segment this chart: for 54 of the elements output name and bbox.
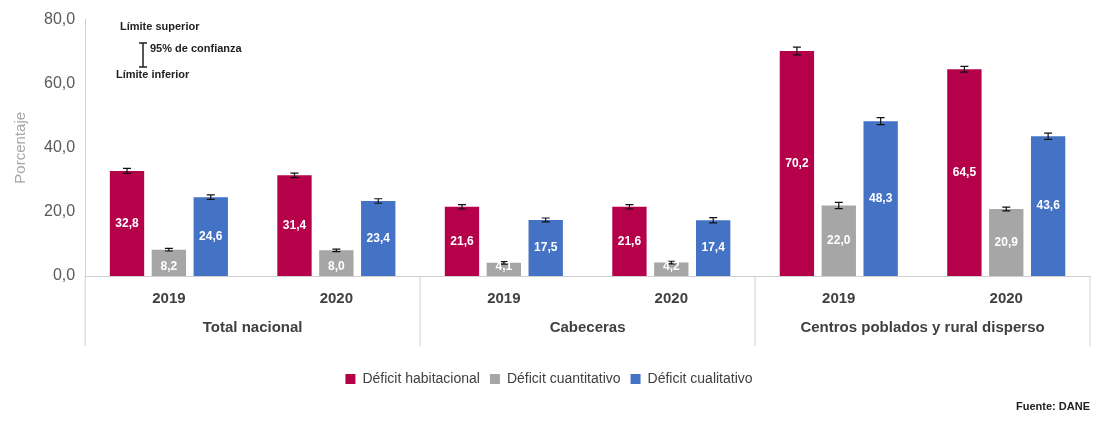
x-tick-label: 2020 [989, 289, 1023, 307]
bar [277, 175, 312, 276]
bar [821, 205, 856, 276]
data-label: 17,5 [534, 240, 558, 255]
legend-label: Déficit cuantitativo [506, 369, 621, 386]
legend-label: Déficit cualitativo [647, 369, 753, 386]
bar [947, 69, 982, 276]
data-label: 4,1 [495, 259, 513, 274]
bar [779, 51, 815, 276]
y-axis-title: Porcentaje [11, 111, 29, 184]
source-note: Fuente: DANE [1016, 400, 1090, 412]
data-label: 8,2 [160, 259, 178, 274]
annotation: Límite inferior [116, 68, 190, 80]
annotation: 95% de confianza [150, 42, 242, 54]
y-tick-label: 80,0 [44, 10, 76, 28]
text: Cabeceras [549, 318, 626, 336]
data-label: 48,3 [868, 190, 893, 205]
data-label: 17,4 [701, 240, 726, 255]
bar [361, 201, 396, 276]
data-label: 64,5 [952, 164, 977, 179]
data-label: 8,0 [328, 259, 346, 274]
data-label: 20,9 [994, 234, 1019, 249]
bar [989, 209, 1024, 276]
data-label: 70,2 [785, 155, 809, 170]
data-label: 4,2 [662, 259, 680, 274]
bar [696, 220, 731, 276]
text: Total nacional [202, 318, 303, 336]
data-label: 22,0 [827, 233, 851, 248]
data-label: 32,8 [115, 215, 140, 230]
y-tick-label: 0,0 [52, 266, 76, 284]
data-label: 23,4 [366, 230, 391, 245]
data-label: 21,6 [617, 233, 642, 248]
text: Centros poblados y rural disperso [800, 318, 1045, 336]
x-tick-label: 2020 [654, 289, 688, 307]
bar [612, 206, 647, 276]
bar [444, 206, 480, 276]
x-tick-label: 2019 [152, 289, 186, 307]
data-label: 31,4 [282, 217, 307, 232]
annotation: Límite superior [120, 20, 200, 32]
data-label: 43,6 [1036, 198, 1061, 213]
x-tick-label: 2019 [487, 289, 521, 307]
y-tick-label: 60,0 [44, 74, 76, 92]
bar [193, 197, 228, 276]
legend-label: Déficit habitacional [362, 369, 480, 386]
y-tick-label: 40,0 [44, 138, 76, 156]
data-label: 21,6 [450, 233, 474, 248]
bar [528, 219, 563, 276]
data-label: 24,6 [199, 228, 223, 243]
bar [109, 170, 145, 276]
bar [863, 121, 898, 276]
x-tick-label: 2020 [319, 289, 354, 307]
bar [1030, 136, 1066, 276]
x-tick-label: 2019 [822, 289, 856, 307]
y-tick-label: 20,0 [44, 202, 76, 220]
